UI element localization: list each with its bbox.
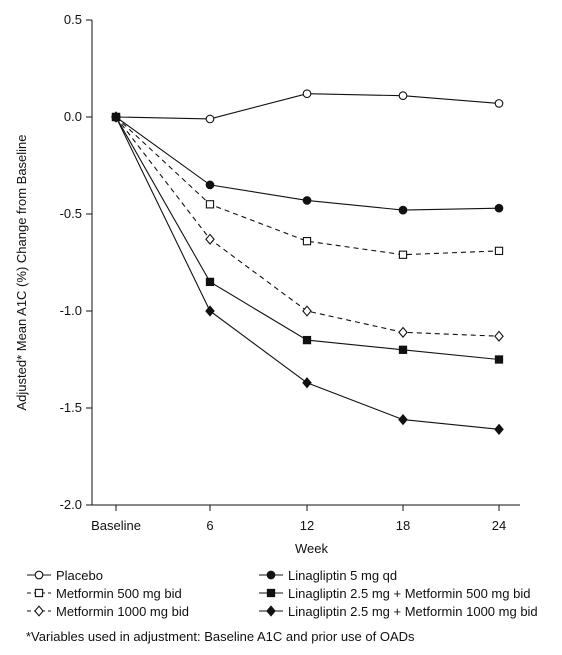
data-point bbox=[398, 345, 408, 354]
data-point bbox=[302, 305, 312, 317]
series-line bbox=[115, 116, 500, 337]
legend-item-lina-met-1000: Linagliptin 2.5 mg + Metformin 1000 mg b… bbox=[258, 603, 548, 619]
data-point bbox=[302, 196, 312, 205]
legend-label: Linagliptin 2.5 mg + Metformin 500 mg bi… bbox=[288, 585, 531, 601]
series-linagliptin-2-5-mg-metformin-1000-mg-bid bbox=[111, 111, 504, 435]
legend-swatch-circle-filled bbox=[259, 570, 283, 580]
data-point bbox=[494, 355, 504, 364]
x-tick-label: 18 bbox=[396, 518, 410, 533]
footnote: *Variables used in adjustment: Baseline … bbox=[26, 629, 415, 644]
y-axis-title: Adjusted* Mean A1C (%) Change from Basel… bbox=[14, 134, 29, 410]
legend-label: Metformin 500 mg bid bbox=[56, 585, 182, 601]
legend-marker bbox=[266, 588, 276, 598]
x-tick-label: Baseline bbox=[91, 518, 141, 533]
data-point bbox=[494, 423, 504, 435]
y-tick-label: -1.5 bbox=[60, 400, 82, 415]
y-tick-label: -0.5 bbox=[60, 206, 82, 221]
data-point bbox=[302, 377, 312, 389]
legend-swatch-square-open bbox=[27, 588, 51, 598]
legend-label: Linagliptin 2.5 mg + Metformin 1000 mg b… bbox=[288, 603, 538, 619]
legend-marker bbox=[34, 570, 44, 580]
y-tick-label: -2.0 bbox=[60, 497, 82, 512]
data-point bbox=[494, 330, 504, 342]
legend-swatch-circle-open bbox=[27, 570, 51, 580]
x-tick-label: 24 bbox=[492, 518, 506, 533]
series-placebo bbox=[111, 89, 504, 124]
chart-legend: Placebo Linagliptin 5 mg qd Metformin 50… bbox=[26, 567, 546, 619]
data-point bbox=[302, 237, 312, 246]
legend-item-metformin-1000: Metformin 1000 mg bid bbox=[26, 603, 258, 619]
series-metformin-500-mg-bid bbox=[111, 112, 504, 259]
legend-swatch-square-filled bbox=[259, 588, 283, 598]
series-linagliptin-5-mg-qd bbox=[111, 112, 504, 215]
legend-swatch-diamond-filled bbox=[259, 605, 283, 617]
y-tick-label: -1.0 bbox=[60, 303, 82, 318]
chart-axes: 0.5 0.0 -0.5 -1.0 -1.5 -2.0 Baseline 6 12 18 24 bbox=[60, 12, 520, 533]
chart-series bbox=[111, 89, 504, 435]
legend-item-lina-met-500: Linagliptin 2.5 mg + Metformin 500 mg bi… bbox=[258, 585, 548, 601]
data-point bbox=[111, 111, 121, 123]
legend-item-metformin-500: Metformin 500 mg bid bbox=[26, 585, 258, 601]
legend-item-placebo: Placebo bbox=[26, 567, 258, 583]
data-point bbox=[494, 203, 504, 213]
data-point bbox=[398, 326, 408, 338]
data-point bbox=[302, 89, 312, 99]
legend-marker bbox=[266, 570, 276, 580]
data-point bbox=[398, 91, 408, 101]
legend-marker bbox=[34, 588, 44, 598]
series-metformin-1000-mg-bid bbox=[111, 111, 504, 342]
data-point bbox=[398, 250, 408, 259]
data-point bbox=[205, 114, 215, 124]
y-tick-label: 0.5 bbox=[64, 12, 82, 27]
x-tick-label: 6 bbox=[206, 518, 213, 533]
legend-label: Metformin 1000 mg bid bbox=[56, 603, 189, 619]
data-point bbox=[205, 305, 215, 317]
data-point bbox=[205, 200, 215, 209]
x-axis-title: Week bbox=[295, 541, 328, 556]
data-point bbox=[398, 205, 408, 215]
series-line bbox=[115, 116, 500, 256]
y-tick-label: 0.0 bbox=[64, 109, 82, 124]
data-point bbox=[494, 99, 504, 108]
line-chart: 0.5 0.0 -0.5 -1.0 -1.5 -2.0 Baseline 6 12 18 24 Ad… bbox=[14, 12, 520, 556]
legend-label: Placebo bbox=[56, 567, 103, 583]
legend-label: Linagliptin 5 mg qd bbox=[288, 567, 398, 583]
x-tick-label: 12 bbox=[300, 518, 314, 533]
legend-item-linagliptin-5mg: Linagliptin 5 mg qd bbox=[258, 567, 548, 583]
data-point bbox=[494, 246, 504, 256]
data-point bbox=[205, 180, 215, 190]
data-point bbox=[398, 413, 408, 426]
data-point bbox=[205, 277, 215, 287]
legend-marker bbox=[34, 605, 44, 617]
data-point bbox=[205, 233, 215, 245]
legend-marker bbox=[266, 605, 276, 617]
legend-swatch-diamond-open bbox=[27, 605, 51, 617]
data-point bbox=[302, 335, 312, 345]
